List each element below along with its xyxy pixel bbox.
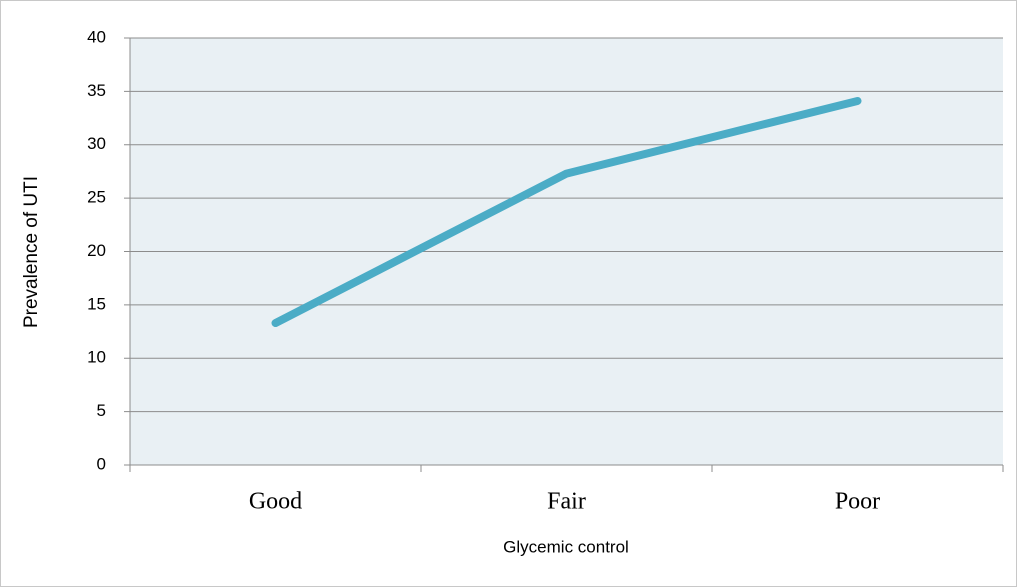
y-tick-label: 25 <box>87 188 106 207</box>
data-line <box>271 96 862 328</box>
x-axis-title: Glycemic control <box>503 537 629 556</box>
y-axis-title: Prevalence of UTI <box>21 176 42 328</box>
x-tick-label: Fair <box>547 489 586 515</box>
x-tick-label: Poor <box>835 489 880 515</box>
x-tick-label: Good <box>249 489 302 515</box>
y-tick-label: 20 <box>87 241 106 260</box>
y-tick-label: 30 <box>87 134 106 153</box>
y-tick-label: 15 <box>87 294 106 313</box>
y-tick-label: 10 <box>87 348 106 367</box>
y-tick-label: 0 <box>97 454 106 473</box>
y-tick-label: 40 <box>87 27 106 46</box>
y-tick-label: 35 <box>87 81 106 100</box>
y-tick-label: 5 <box>97 401 106 420</box>
